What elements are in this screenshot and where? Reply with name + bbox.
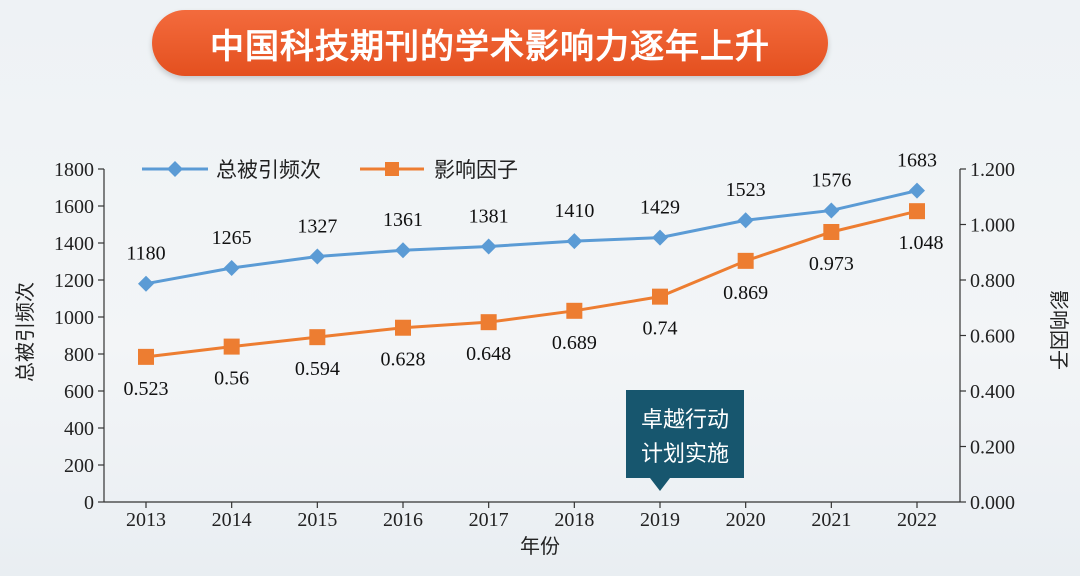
legend-label-impact: 影响因子 bbox=[434, 158, 518, 182]
x-tick-label: 2016 bbox=[383, 509, 423, 531]
right-tick-label: 0.200 bbox=[970, 437, 1015, 459]
left-tick-label: 1400 bbox=[54, 233, 94, 255]
citations-data-label: 1327 bbox=[297, 216, 337, 238]
legend-label-citations: 总被引频次 bbox=[216, 158, 321, 182]
impact-point bbox=[138, 348, 154, 365]
x-tick-label: 2018 bbox=[554, 509, 594, 531]
impact-line bbox=[145, 209, 918, 359]
impact-data-label: 1.048 bbox=[899, 232, 944, 254]
left-tick-label: 1800 bbox=[54, 159, 94, 181]
x-tick-label: 2022 bbox=[897, 509, 937, 531]
x-tick-label: 2014 bbox=[212, 509, 252, 531]
citations-point bbox=[223, 259, 240, 276]
annotation-text-line2: 计划实施 bbox=[641, 442, 729, 467]
citations-line bbox=[145, 189, 918, 286]
right-tick-label: 0.600 bbox=[970, 326, 1015, 348]
impact-point bbox=[566, 302, 583, 319]
x-axis-title: 年份 bbox=[520, 534, 560, 558]
impact-point bbox=[309, 329, 326, 346]
citations-point bbox=[566, 233, 583, 250]
left-tick-label: 1200 bbox=[54, 270, 94, 292]
citations-point bbox=[138, 275, 154, 292]
citations-data-label: 1265 bbox=[212, 227, 252, 249]
left-tick-label: 800 bbox=[64, 344, 94, 366]
citations-data-label: 1180 bbox=[126, 243, 165, 265]
right-tick-label: 0.400 bbox=[970, 381, 1015, 403]
impact-data-label: 0.869 bbox=[723, 282, 768, 304]
citations-point bbox=[909, 182, 925, 199]
impact-point bbox=[395, 319, 411, 336]
left-tick-label: 0 bbox=[84, 492, 94, 514]
impact-data-label: 0.689 bbox=[552, 332, 597, 354]
impact-data-label: 0.648 bbox=[466, 343, 511, 365]
x-tick-label: 2015 bbox=[297, 509, 337, 531]
citations-point bbox=[480, 238, 497, 255]
annotation-callout: 卓越行动 计划实施 bbox=[626, 390, 744, 491]
impact-point bbox=[737, 252, 754, 269]
series-citations: 1180 1265 1327 1361 1381 1410 1429 1523 1576 1683 bbox=[126, 150, 937, 292]
x-tick-label: 2019 bbox=[640, 509, 680, 531]
series-impact: 0.523 0.56 0.594 0.628 0.648 0.689 0.74 0.869 0.… bbox=[124, 203, 944, 400]
annotation-box bbox=[626, 390, 744, 491]
citations-data-label: 1683 bbox=[897, 150, 937, 172]
citations-data-label: 1410 bbox=[554, 200, 594, 222]
impact-data-label: 0.56 bbox=[214, 368, 249, 390]
citations-data-label: 1576 bbox=[811, 169, 851, 191]
right-tick-label: 1.000 bbox=[970, 215, 1015, 237]
impact-data-label: 0.594 bbox=[295, 358, 340, 380]
chart-title: 中国科技期刊的学术影响力逐年上升 bbox=[210, 26, 770, 67]
left-axis-title: 总被引频次 bbox=[13, 282, 37, 382]
impact-point bbox=[909, 203, 925, 220]
legend: 总被引频次 影响因子 bbox=[142, 158, 518, 182]
x-tick-label: 2017 bbox=[469, 509, 509, 531]
citations-data-label: 1361 bbox=[383, 209, 423, 231]
left-tick-label: 200 bbox=[64, 455, 94, 477]
left-tick-label: 1600 bbox=[54, 196, 94, 218]
citations-data-label: 1523 bbox=[726, 179, 766, 201]
x-tick-label: 2021 bbox=[811, 509, 851, 531]
impact-data-label: 0.973 bbox=[809, 253, 854, 275]
citations-point bbox=[395, 242, 411, 259]
impact-data-label: 0.523 bbox=[124, 378, 169, 400]
right-tick-label: 1.200 bbox=[970, 159, 1015, 181]
legend-diamond-marker bbox=[167, 161, 183, 177]
left-tick-label: 1000 bbox=[54, 307, 94, 329]
citations-data-label: 1381 bbox=[469, 206, 509, 228]
impact-point bbox=[652, 288, 668, 305]
citations-point bbox=[737, 212, 754, 229]
annotation-text-line1: 卓越行动 bbox=[641, 408, 729, 433]
right-tick-label: 0.000 bbox=[970, 492, 1015, 514]
impact-point bbox=[223, 338, 240, 355]
title-banner: 中国科技期刊的学术影响力逐年上升 bbox=[152, 10, 828, 76]
citations-point bbox=[652, 229, 668, 246]
legend-square-marker bbox=[385, 162, 399, 176]
impact-data-label: 0.74 bbox=[643, 318, 678, 340]
right-axis-title: 影响因子 bbox=[1047, 290, 1071, 370]
x-tick-label: 2013 bbox=[126, 509, 166, 531]
left-tick-label: 600 bbox=[64, 381, 94, 403]
x-tick-label: 2020 bbox=[726, 509, 766, 531]
right-tick-label: 0.800 bbox=[970, 270, 1015, 292]
impact-point bbox=[823, 223, 840, 240]
citations-point bbox=[309, 248, 326, 265]
citations-data-label: 1429 bbox=[640, 197, 680, 219]
citations-point bbox=[823, 202, 840, 219]
impact-point bbox=[480, 314, 497, 331]
impact-data-label: 0.628 bbox=[381, 349, 426, 371]
left-tick-label: 400 bbox=[64, 418, 94, 440]
